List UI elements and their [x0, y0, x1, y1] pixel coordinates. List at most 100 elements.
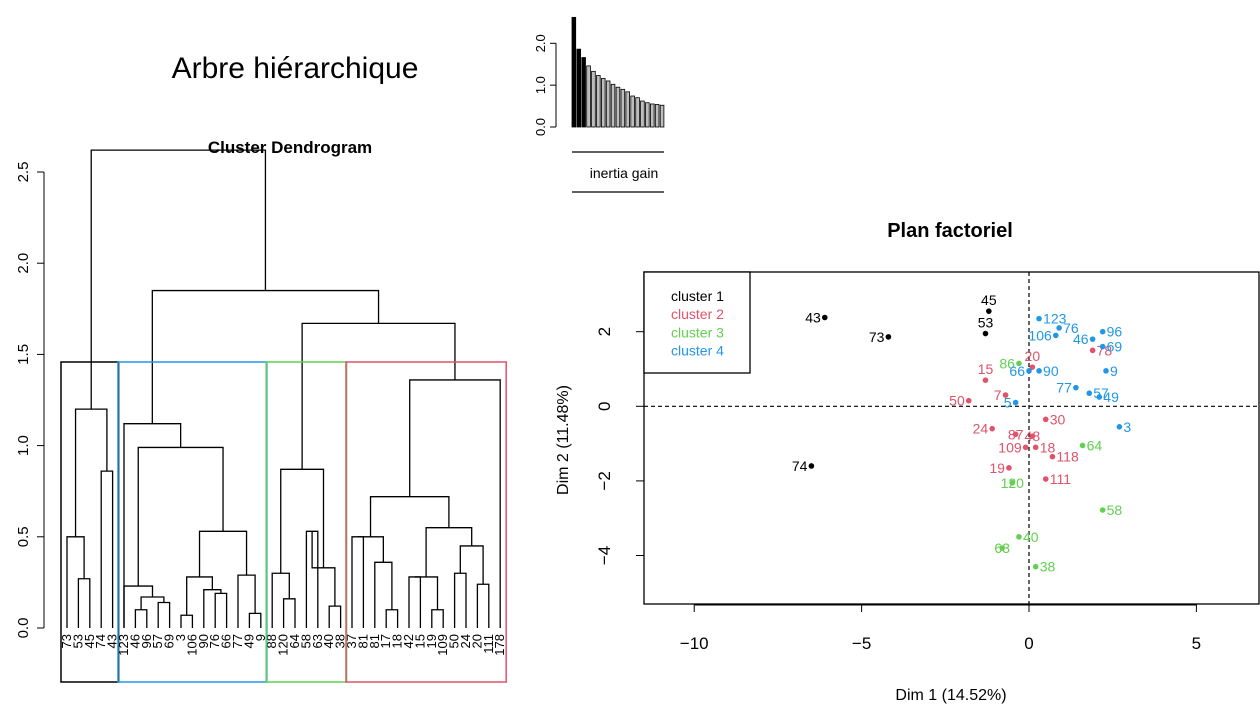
dendro-leaf-label: 38	[333, 634, 348, 648]
inertia-bar	[625, 91, 631, 128]
scatter-point-label: 7	[994, 387, 1002, 403]
dendro-leaf-label: 63	[310, 634, 325, 648]
inertia-y-tick-label: 1.0	[533, 76, 548, 94]
scatter-point-label: 50	[949, 393, 965, 409]
scatter-point-label: 40	[1023, 529, 1039, 545]
scatter-point	[1042, 476, 1049, 482]
dendro-leaf-label: 88	[264, 634, 279, 648]
dendro-y-tick-label: 2.0	[15, 253, 32, 274]
scatter-point	[1089, 347, 1096, 354]
scatter-point	[1056, 325, 1062, 331]
dendro-link	[74, 408, 108, 537]
dendro-leaf-label: 66	[219, 634, 234, 648]
scatter-x-tick-label: −5	[852, 634, 871, 653]
inertia-bar	[615, 86, 621, 128]
main-title: Arbre hiérarchique	[172, 52, 419, 85]
scatter-point-label: 90	[1043, 363, 1059, 379]
dendro-leaf-label: 18	[390, 634, 405, 648]
dendro-link	[134, 609, 148, 628]
inertia-bar	[630, 95, 635, 128]
scatter-point-label: 86	[999, 355, 1015, 371]
dendro-y-tick-label: 0.5	[15, 526, 32, 547]
scatter-point	[1002, 392, 1009, 398]
dendro-leaf-label: 73	[59, 634, 74, 648]
dendro-leaf-label: 120	[276, 634, 291, 656]
inertia-bar	[620, 88, 626, 128]
dendrogram: 0.00.51.01.52.02.57353457443123469657693…	[15, 149, 507, 683]
dendro-y-tick-label: 1.0	[15, 435, 32, 456]
dendro-link	[248, 612, 262, 628]
scatter-point-label: 106	[1028, 327, 1052, 343]
dendro-leaf-label: 76	[207, 634, 222, 648]
scatter-point	[1022, 444, 1029, 451]
dendro-leaf-label: 64	[287, 634, 302, 648]
dendro-link	[66, 536, 85, 628]
dendro-link	[151, 289, 380, 424]
dendro-link	[431, 609, 444, 628]
scatter-y-tick-label: 2	[595, 327, 614, 336]
dendro-link	[157, 601, 171, 628]
dendro-leaf-label: 69	[162, 634, 177, 648]
dendro-link	[237, 574, 256, 628]
dendro-leaf-label: 123	[116, 634, 131, 656]
inertia-bar	[601, 78, 606, 128]
scatter-point-label: 19	[989, 460, 1005, 476]
scatter-point	[1052, 332, 1059, 339]
inertia-bar	[581, 57, 586, 128]
scatter-point	[965, 397, 972, 404]
dendro-leaf-label: 74	[93, 634, 108, 648]
scatter-point-label: 118	[1056, 449, 1079, 465]
dendro-link	[374, 561, 393, 628]
dendro-leaf-label: 58	[298, 634, 313, 648]
scatter-ylabel: Dim 2 (11.48%)	[555, 385, 572, 495]
dendro-leaf-label: 106	[184, 634, 199, 656]
scatter-legend: cluster 1 cluster 2 cluster 3 cluster 4	[643, 271, 751, 374]
scatter-point	[1049, 453, 1056, 460]
dendro-link	[100, 470, 114, 628]
dendro-y-tick-label: 2.5	[15, 162, 32, 183]
inertia-y-tick-label: 0.0	[533, 118, 548, 136]
dendro-link	[414, 576, 439, 610]
dendro-leaf-label: 37	[344, 634, 359, 648]
dendro-leaf-label: 17	[378, 634, 393, 648]
inertia-bar	[659, 104, 665, 128]
scatter-point-label: 38	[1040, 559, 1056, 575]
dendro-link	[280, 468, 325, 574]
dendro-leaf-label: 46	[127, 634, 142, 648]
scatter-point	[1099, 343, 1106, 350]
dendro-leaf-label: 77	[230, 634, 245, 648]
scatter-point-label: 73	[869, 329, 885, 345]
scatter-point-label: 9	[1110, 363, 1118, 379]
dendro-link	[282, 598, 296, 628]
dendro-leaf-label: 57	[150, 634, 165, 648]
scatter-xlabel: Dim 1 (14.52%)	[895, 687, 1006, 704]
scatter-point-label: 76	[1063, 320, 1079, 336]
dendro-leaf-label: 50	[447, 634, 462, 648]
dendro-link	[369, 496, 450, 537]
scatter-point-label: 46	[1073, 331, 1089, 347]
dendro-cluster-box	[345, 361, 507, 683]
inertia-barplot: 0.0 1.0 2.0	[533, 16, 665, 136]
scatter-legend-entry: cluster 4	[671, 343, 724, 359]
scatter-point-label: 111	[1050, 471, 1071, 487]
scatter-point	[1116, 424, 1123, 430]
dendro-leaf-label: 45	[82, 634, 97, 648]
scatter-point	[1042, 416, 1049, 423]
dendro-cluster-box	[117, 361, 268, 683]
inertia-bar	[650, 103, 655, 128]
scatter-point-label: 64	[1087, 437, 1103, 453]
scatter-y-tick-label: −2	[595, 471, 614, 490]
dendro-leaf-label: 24	[458, 634, 473, 648]
scatter-point	[999, 545, 1006, 551]
dendro-y-tick-label: 0.0	[15, 618, 32, 639]
scatter-x-tick-label: −10	[680, 634, 709, 653]
scatter-point	[1029, 433, 1036, 439]
scatter-point-label: 66	[1009, 363, 1025, 379]
scatter-point-label: 5	[1004, 395, 1012, 411]
dendro-leaf-label: 178	[492, 634, 507, 656]
dendro-link	[385, 609, 399, 628]
dendro-link	[357, 536, 384, 563]
scatter-point-label: 87	[1008, 426, 1024, 442]
scatter-point	[1006, 465, 1012, 471]
